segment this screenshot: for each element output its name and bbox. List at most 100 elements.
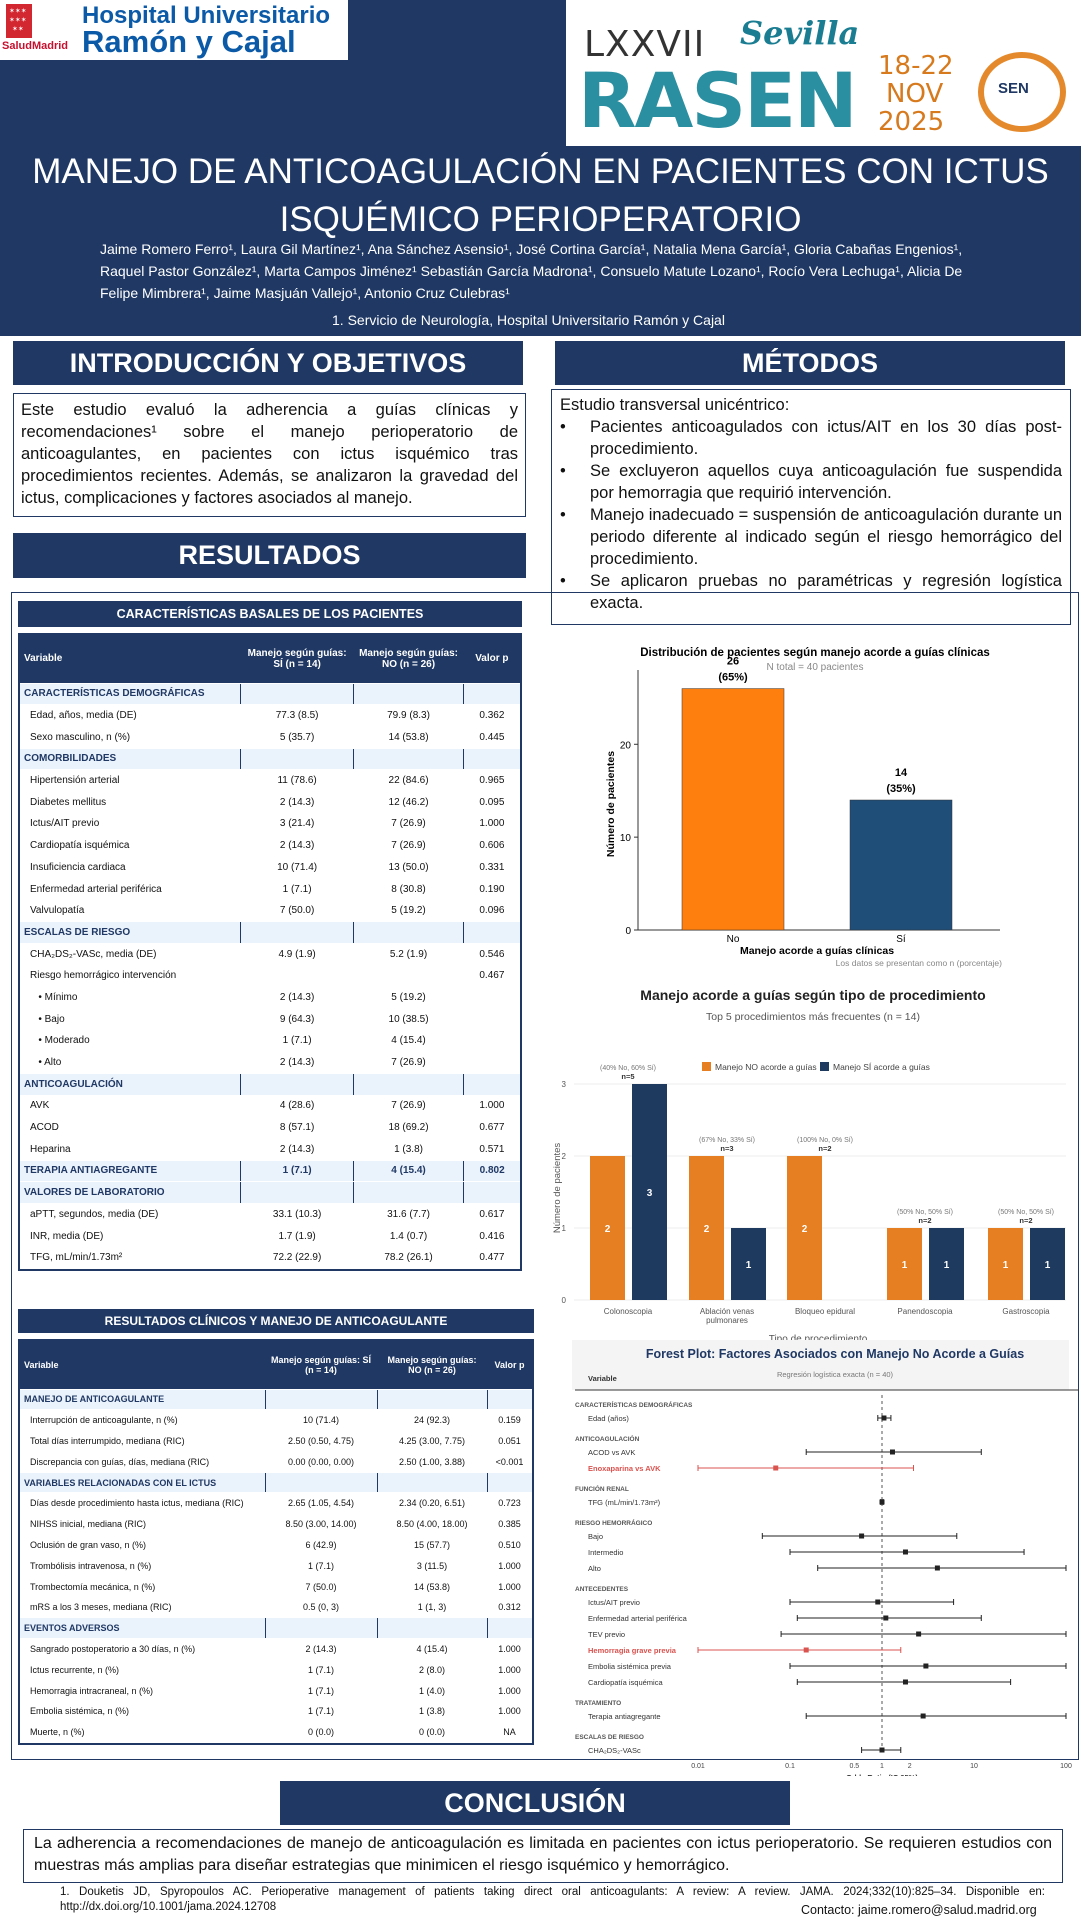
table-cell: 7 (26.9) bbox=[353, 813, 464, 836]
bullet-icon: • bbox=[560, 462, 566, 480]
point-estimate bbox=[875, 1599, 881, 1605]
forest-row-label: Hemorragia grave previa bbox=[588, 1646, 677, 1655]
bar-percent-label: (35%) bbox=[886, 783, 916, 795]
table-row: Diabetes mellitus 2 (14.3) 12 (46.2) 0.095 bbox=[20, 791, 520, 814]
table-cell: 2.50 (1.00, 3.88) bbox=[377, 1451, 487, 1473]
table-cell bbox=[240, 747, 354, 771]
congress-name: RASEN bbox=[578, 56, 858, 145]
table-cell: 2.34 (0.20, 6.51) bbox=[377, 1492, 487, 1515]
table-cell: 0.546 bbox=[463, 943, 520, 966]
row-label: AVK bbox=[20, 1095, 241, 1118]
methods-bullet-text: Pacientes anticoagulados con ictus/AIT e… bbox=[590, 418, 1062, 458]
methods-bullet: • Pacientes anticoagulados con ictus/AIT … bbox=[560, 416, 1062, 460]
table-cell: 0.606 bbox=[463, 834, 520, 857]
group-percent-label: (40% No, 60% Sí) bbox=[600, 1065, 656, 1072]
chart-subtitle: Regresión logística exacta (n = 40) bbox=[777, 1370, 894, 1379]
table-cell: 24 (92.3) bbox=[377, 1409, 487, 1432]
intro-heading: INTRODUCCIÓN Y OBJETIVOS bbox=[13, 341, 523, 385]
category-label: MANEJO DE ANTICOAGULANTE bbox=[20, 1388, 265, 1411]
table-row: TFG, mL/min/1.73m² 72.2 (22.9) 78.2 (26.1)… bbox=[20, 1246, 520, 1270]
table-cell bbox=[240, 964, 354, 988]
methods-bullet-text: Se aplicaron pruebas no paramétricas y r… bbox=[590, 572, 1062, 612]
point-estimate bbox=[883, 1615, 889, 1621]
row-label: Edad, años, media (DE) bbox=[20, 704, 241, 727]
bar bbox=[689, 1156, 724, 1300]
bar-value-label: 2 bbox=[802, 1224, 808, 1235]
category-row: MANEJO DE ANTICOAGULANTE bbox=[20, 1388, 532, 1411]
table-cell: 7 (26.9) bbox=[353, 1051, 464, 1074]
legend-label: Manejo NO acorde a guías bbox=[715, 1062, 817, 1072]
group-n-label: n=2 bbox=[918, 1216, 931, 1225]
table-cell bbox=[463, 747, 520, 771]
category-label: ANTICOAGULACIÓN bbox=[20, 1072, 241, 1096]
forest-row-label: TEV previo bbox=[588, 1630, 625, 1639]
bar bbox=[1030, 1228, 1065, 1300]
table-cell: 0.051 bbox=[487, 1430, 532, 1452]
forest-row-label: Intermedio bbox=[588, 1548, 623, 1557]
intro-text: Este estudio evaluó la adherencia a guía… bbox=[13, 393, 526, 517]
table-cell: 5.2 (1.9) bbox=[353, 943, 464, 966]
congress-number: LXXVII bbox=[584, 24, 706, 65]
table-row: Hemorragia intracraneal, n (%) 1 (7.1) 1 (… bbox=[20, 1680, 532, 1702]
row-label: Valvulopatía bbox=[20, 899, 241, 923]
table-cell bbox=[352, 1072, 464, 1096]
table-row: Riesgo hemorrágico intervención 0.467 bbox=[20, 964, 520, 988]
bar-value-label: 1 bbox=[1003, 1260, 1009, 1271]
table-cell bbox=[264, 1471, 377, 1494]
table-row: Días desde procedimiento hasta ictus, me… bbox=[20, 1492, 532, 1515]
outcomes-table-grid: Variable Manejo según guías: SÍ (n = 14) M… bbox=[20, 1341, 532, 1744]
point-estimate bbox=[879, 1747, 885, 1753]
column-header: Manejo según guías: NO (n = 26) bbox=[353, 635, 464, 684]
table-cell bbox=[463, 682, 520, 706]
bar bbox=[849, 799, 953, 931]
x-tick-label: 0.5 bbox=[849, 1763, 859, 1770]
reference: 1. Douketis JD, Spyropoulos AC. Perioper… bbox=[60, 1886, 1045, 1913]
forest-row-label: Edad (años) bbox=[588, 1414, 629, 1423]
forest-plot: Forest Plot: Factores Asociados con Mane… bbox=[572, 1340, 1079, 1776]
row-label: Ictus recurrente, n (%) bbox=[20, 1659, 265, 1681]
row-label: CHA₂DS₂-VASc, media (DE) bbox=[20, 943, 241, 966]
table-cell: 0.312 bbox=[487, 1596, 532, 1619]
table-cell bbox=[486, 1388, 532, 1411]
table-cell: 0.331 bbox=[463, 856, 520, 879]
table-cell: 15 (57.7) bbox=[377, 1534, 487, 1556]
table-cell: 1.000 bbox=[487, 1555, 532, 1577]
table-cell: 1 (7.1) bbox=[265, 1700, 377, 1723]
group-percent-label: (50% No, 50% Sí) bbox=[897, 1209, 953, 1216]
y-axis-label: Número de pacientes bbox=[552, 1143, 563, 1234]
table-cell: 2 (14.3) bbox=[240, 834, 354, 857]
table-cell bbox=[264, 1388, 377, 1411]
table-row: Sangrado postoperatorio a 30 días, n (%)… bbox=[20, 1638, 532, 1660]
methods-bullet: • Manejo inadecuado = suspensión de antic… bbox=[560, 504, 1062, 570]
point-estimate bbox=[902, 1549, 908, 1555]
forest-row-label: Cardiopatía isquémica bbox=[588, 1678, 663, 1687]
table-cell: 0.095 bbox=[463, 791, 520, 814]
table-row: • Bajo 9 (64.3) 10 (38.5) bbox=[20, 1008, 520, 1031]
table-cell: 11 (78.6) bbox=[240, 769, 354, 792]
table-row: Enfermedad arterial periférica 1 (7.1) 8 (… bbox=[20, 878, 520, 901]
row-label: • Mínimo bbox=[20, 986, 241, 1009]
table-cell: 0.677 bbox=[463, 1116, 520, 1139]
category-row: VARIABLES RELACIONADAS CON EL ICTUS bbox=[20, 1471, 532, 1494]
category-row: TERAPIA ANTIAGREGANTE 1 (7.1) 4 (15.4) 0.80… bbox=[20, 1159, 520, 1183]
group-n-label: n=5 bbox=[621, 1072, 634, 1081]
baseline-table: CARACTERÍSTICAS BASALES DE LOS PACIENTES… bbox=[18, 601, 522, 1272]
methods-bullet-text: Se excluyeron aquellos cuya anticoagulac… bbox=[590, 462, 1062, 502]
bar-value-label: 14 bbox=[895, 767, 908, 779]
row-label: • Moderado bbox=[20, 1030, 241, 1053]
table-row: aPTT, segundos, media (DE) 33.1 (10.3) 31.… bbox=[20, 1203, 520, 1226]
table-cell: 8.50 (4.00, 18.00) bbox=[377, 1513, 487, 1536]
society-name: SEN bbox=[998, 80, 1029, 97]
column-header: Variable bbox=[588, 1374, 617, 1383]
bar-value-label: 1 bbox=[746, 1260, 752, 1271]
results-panel bbox=[11, 592, 1079, 1760]
table-cell bbox=[376, 1617, 487, 1640]
table-cell: 4 (15.4) bbox=[353, 1030, 464, 1053]
group-percent-label: (50% No, 50% Sí) bbox=[998, 1209, 1054, 1216]
table-cell: 0.617 bbox=[463, 1203, 520, 1226]
table-row: Embolia sistémica, n (%) 1 (7.1) 1 (3.8) 1.… bbox=[20, 1700, 532, 1723]
contact: Contacto: jaime.romero@salud.madrid.org bbox=[801, 1903, 1037, 1917]
table-cell: 1.4 (0.7) bbox=[353, 1225, 464, 1248]
table-cell: 8 (57.1) bbox=[240, 1116, 354, 1139]
column-header: Valor p bbox=[487, 1341, 532, 1390]
